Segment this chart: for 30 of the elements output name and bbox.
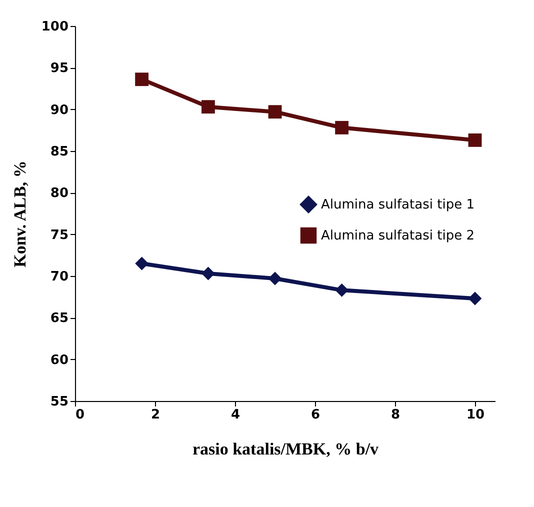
y-tick-label: 65 bbox=[50, 311, 68, 326]
legend-label: Alumina sulfatasi tipe 1 bbox=[321, 198, 474, 212]
point bbox=[268, 272, 282, 286]
point bbox=[135, 72, 149, 86]
y-tick-label: 85 bbox=[50, 144, 68, 160]
y-tick-label: 100 bbox=[41, 20, 68, 34]
y-tick-label: 75 bbox=[50, 228, 68, 243]
point bbox=[468, 133, 482, 147]
y-tick-label: 95 bbox=[50, 61, 68, 76]
point bbox=[335, 283, 349, 297]
y-axis-title: Konv. ALB, % bbox=[10, 160, 30, 268]
y-tick-label: 55 bbox=[50, 394, 68, 410]
x-tick-label: 8 bbox=[390, 408, 400, 422]
x-tick-label: 10 bbox=[466, 408, 485, 422]
x-tick-label: 2 bbox=[150, 408, 160, 422]
y-tick-label: 70 bbox=[50, 270, 68, 284]
y-tick-label: 90 bbox=[50, 102, 68, 118]
x-axis-title: rasio katalis/MBK, % b/v bbox=[192, 440, 380, 458]
point bbox=[135, 256, 149, 270]
x-tick-label: 0 bbox=[76, 408, 85, 422]
point bbox=[201, 266, 215, 280]
point bbox=[201, 100, 215, 114]
y-tick-label: 60 bbox=[50, 352, 68, 368]
point bbox=[468, 292, 482, 306]
legend-label: Alumina sulfatasi tipe 2 bbox=[321, 228, 474, 244]
point bbox=[335, 120, 349, 134]
x-tick-label: 6 bbox=[310, 408, 320, 422]
x-tick-label: 4 bbox=[230, 408, 240, 422]
y-tick-label: 80 bbox=[50, 186, 68, 202]
point bbox=[268, 105, 282, 119]
